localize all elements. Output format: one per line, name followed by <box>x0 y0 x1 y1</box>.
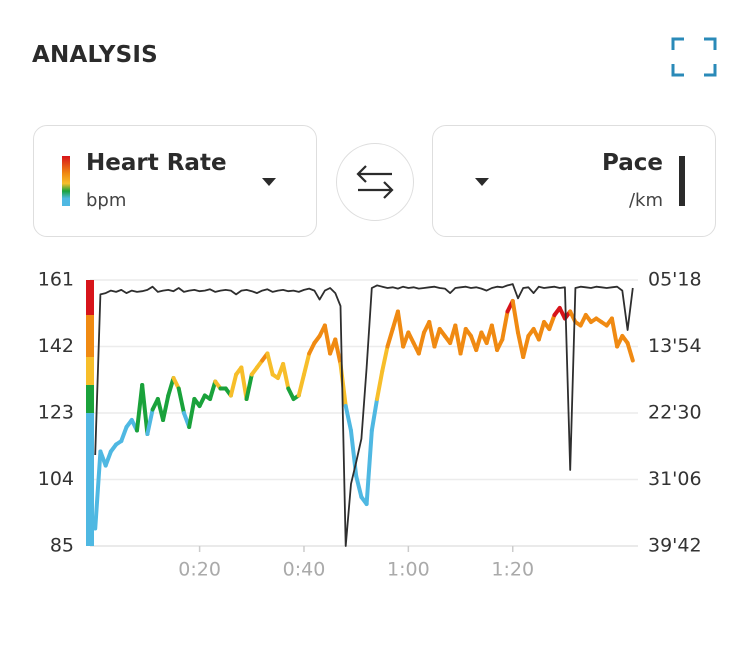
heart-rate-segment <box>228 372 239 398</box>
zone-band <box>86 280 94 315</box>
zone-band <box>86 413 94 546</box>
heart-rate-segment <box>281 362 291 391</box>
zone-band <box>86 357 94 385</box>
y2-tick-label: 13'54 <box>648 335 702 357</box>
heart-rate-segment <box>244 372 254 401</box>
y-tick-label: 161 <box>38 269 74 291</box>
heart-rate-segment <box>510 299 520 335</box>
y-tick-label: 85 <box>50 535 74 557</box>
heart-rate-segment <box>521 334 531 359</box>
heart-rate-segment <box>432 327 442 349</box>
heart-rate-segment <box>296 372 306 398</box>
zone-icon <box>62 156 70 206</box>
heart-rate-segment <box>322 323 333 356</box>
zone-band <box>86 315 94 357</box>
swap-button[interactable] <box>336 143 414 221</box>
y2-tick-label: 22'30 <box>648 402 702 424</box>
heart-rate-segment <box>416 330 427 356</box>
y-tick-label: 104 <box>38 468 74 490</box>
x-tick-label: 1:20 <box>491 559 534 581</box>
right-metric-selector[interactable]: Pace /km <box>432 125 716 237</box>
heart-rate-segment <box>103 449 113 468</box>
y2-tick-label: 39'42 <box>648 535 702 557</box>
metric-unit: /km <box>628 190 663 211</box>
dropdown-arrow <box>475 178 489 186</box>
heart-rate-segment <box>93 449 103 531</box>
metric-unit: bpm <box>86 190 127 211</box>
zone-band <box>86 385 94 413</box>
metric-label: Heart Rate <box>86 150 227 176</box>
heart-rate-segment <box>119 425 129 443</box>
heart-rate-segment <box>500 309 510 342</box>
expand-button[interactable] <box>670 36 718 78</box>
heart-rate-segment <box>364 428 374 506</box>
panel-title: ANALYSIS <box>32 42 158 68</box>
heart-rate-segment <box>385 327 395 349</box>
heart-rate-segment <box>369 397 380 433</box>
heart-rate-segment <box>208 379 218 401</box>
y2-tick-label: 31'06 <box>648 468 702 490</box>
heart-rate-segment <box>140 383 150 436</box>
heart-rate-segment <box>536 320 547 342</box>
left-metric-selector[interactable]: Heart Rate bpm <box>33 125 317 237</box>
heart-rate-segment <box>301 351 312 377</box>
x-tick-label: 1:00 <box>387 559 430 581</box>
heart-rate-segment <box>609 316 620 349</box>
dropdown-arrow <box>262 178 276 186</box>
heart-rate-segment <box>145 407 155 436</box>
heart-rate-segment <box>265 351 275 377</box>
heart-rate-segment <box>474 330 484 352</box>
y-tick-label: 142 <box>38 335 74 357</box>
heart-rate-segment <box>333 337 343 366</box>
heart-rate-segment <box>166 376 176 398</box>
pace-line <box>94 283 634 547</box>
swap-icon <box>355 164 394 199</box>
heart-rate-segment <box>187 397 197 429</box>
y2-tick-label: 05'18 <box>648 269 702 291</box>
heart-rate-segment <box>547 313 557 331</box>
heart-rate-segment <box>375 369 385 401</box>
heart-rate-segment <box>354 474 364 499</box>
heart-rate-segment <box>427 320 437 349</box>
heart-rate-segment <box>458 327 468 356</box>
heart-rate-segment <box>161 393 171 422</box>
line-icon <box>679 156 685 206</box>
heart-rate-segment <box>176 386 186 415</box>
y-tick-label: 123 <box>38 402 74 424</box>
heart-rate-segment <box>380 344 390 373</box>
x-tick-label: 0:40 <box>283 559 326 581</box>
x-tick-label: 0:20 <box>178 559 221 581</box>
heart-rate-segment <box>395 309 406 349</box>
heart-rate-segment <box>489 323 500 352</box>
heart-rate-segment <box>625 341 635 363</box>
metric-label: Pace <box>602 150 663 176</box>
heart-rate-segment <box>343 404 353 433</box>
